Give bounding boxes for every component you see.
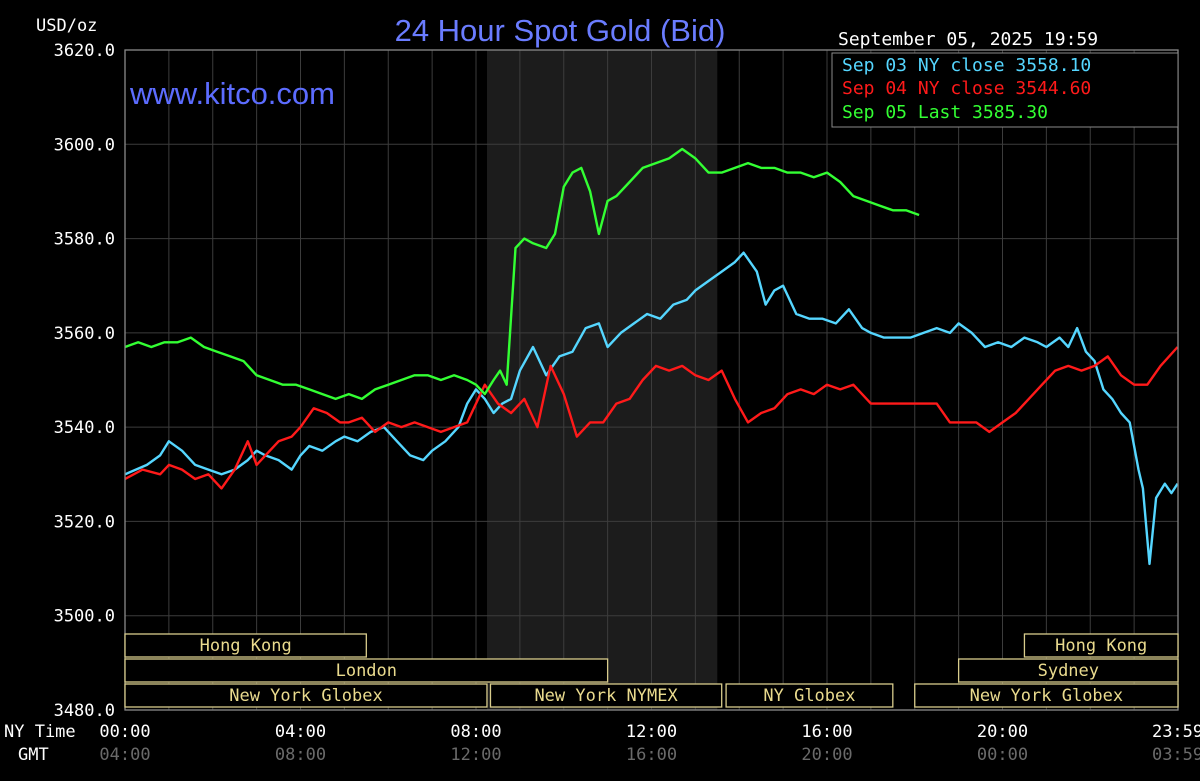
- chart-title: 24 Hour Spot Gold (Bid): [395, 13, 726, 48]
- session-bar: [124, 683, 488, 708]
- session-label: New York NYMEX: [534, 686, 678, 706]
- session-label: Sydney: [1038, 661, 1099, 681]
- x-tick-label-ny: 08:00: [450, 722, 501, 742]
- session-bar: [1023, 633, 1179, 658]
- session-bar: [124, 633, 367, 658]
- legend-item-sep03: Sep 03 NY close 3558.10: [842, 55, 1091, 76]
- session-label: New York Globex: [970, 686, 1124, 706]
- x-axis-ticks: 00:00 04:00 08:00 12:00 16:00 20:00 23:59 04:00…: [99, 722, 1200, 765]
- session-bar: [957, 658, 1179, 683]
- legend-item-sep04: Sep 04 NY close 3544.60: [842, 78, 1091, 99]
- x-tick-label-ny: 16:00: [801, 722, 852, 742]
- session-label: London: [336, 661, 397, 681]
- series-layer: [124, 147, 1179, 566]
- x-tick-label-ny: 23:59: [1152, 722, 1200, 742]
- session-label: Hong Kong: [1055, 636, 1147, 656]
- y-axis-ticks: 3620.0 3600.0 3580.0 3560.0 3540.0 3520.0 3500…: [54, 41, 115, 721]
- grid-lines: [125, 50, 1178, 710]
- series-line-1: [124, 251, 1179, 566]
- y-tick-label: 3600.0: [54, 135, 115, 155]
- x-tick-label-gmt: 12:00: [450, 745, 501, 765]
- ny-time-label: NY Time: [4, 722, 76, 742]
- session-bars: Hong Kong Hong Kong London Sydney New York G…: [124, 633, 1179, 708]
- timestamp: September 05, 2025 19:59: [838, 29, 1098, 50]
- session-bar: [914, 683, 1179, 708]
- session-bar: [489, 683, 723, 708]
- x-tick-label-ny: 20:00: [977, 722, 1028, 742]
- x-tick-label-ny: 00:00: [99, 722, 150, 742]
- legend-box: [831, 52, 1179, 128]
- x-tick-label-gmt: 00:00: [977, 745, 1028, 765]
- y-tick-label: 3480.0: [54, 701, 115, 721]
- watermark: www.kitco.com: [129, 76, 335, 111]
- legend-item-sep05: Sep 05 Last 3585.30: [842, 102, 1048, 123]
- y-tick-label: 3500.0: [54, 607, 115, 627]
- x-tick-label-gmt: 04:00: [99, 745, 150, 765]
- x-tick-label-gmt: 03:59: [1152, 745, 1200, 765]
- session-label: New York Globex: [229, 686, 383, 706]
- x-tick-label-gmt: 08:00: [275, 745, 326, 765]
- x-tick-label-gmt: 20:00: [801, 745, 852, 765]
- gmt-label: GMT: [18, 745, 49, 765]
- session-label: NY Globex: [763, 686, 855, 706]
- plot-frame: [124, 49, 1179, 711]
- session-bar: [124, 658, 609, 683]
- series-line-2: [124, 346, 1179, 490]
- x-tick-label-ny: 12:00: [626, 722, 677, 742]
- series-line-3: [124, 147, 920, 401]
- session-label: Hong Kong: [200, 636, 292, 656]
- y-tick-label: 3540.0: [54, 418, 115, 438]
- y-tick-label: 3580.0: [54, 230, 115, 250]
- x-tick-label-ny: 04:00: [275, 722, 326, 742]
- y-tick-label: 3620.0: [54, 41, 115, 61]
- x-tick-label-gmt: 16:00: [626, 745, 677, 765]
- market-hours-shading: [486, 50, 718, 710]
- session-bar: [725, 683, 894, 708]
- legend: Sep 03 NY close 3558.10 Sep 04 NY close …: [831, 52, 1179, 128]
- y-tick-label: 3520.0: [54, 512, 115, 532]
- y-tick-label: 3560.0: [54, 324, 115, 344]
- y-axis-unit: USD/oz: [36, 16, 97, 36]
